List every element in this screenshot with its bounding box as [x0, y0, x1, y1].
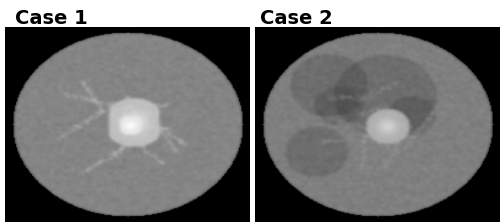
Text: Case 1: Case 1	[15, 9, 88, 28]
Text: Case 2: Case 2	[260, 9, 333, 28]
